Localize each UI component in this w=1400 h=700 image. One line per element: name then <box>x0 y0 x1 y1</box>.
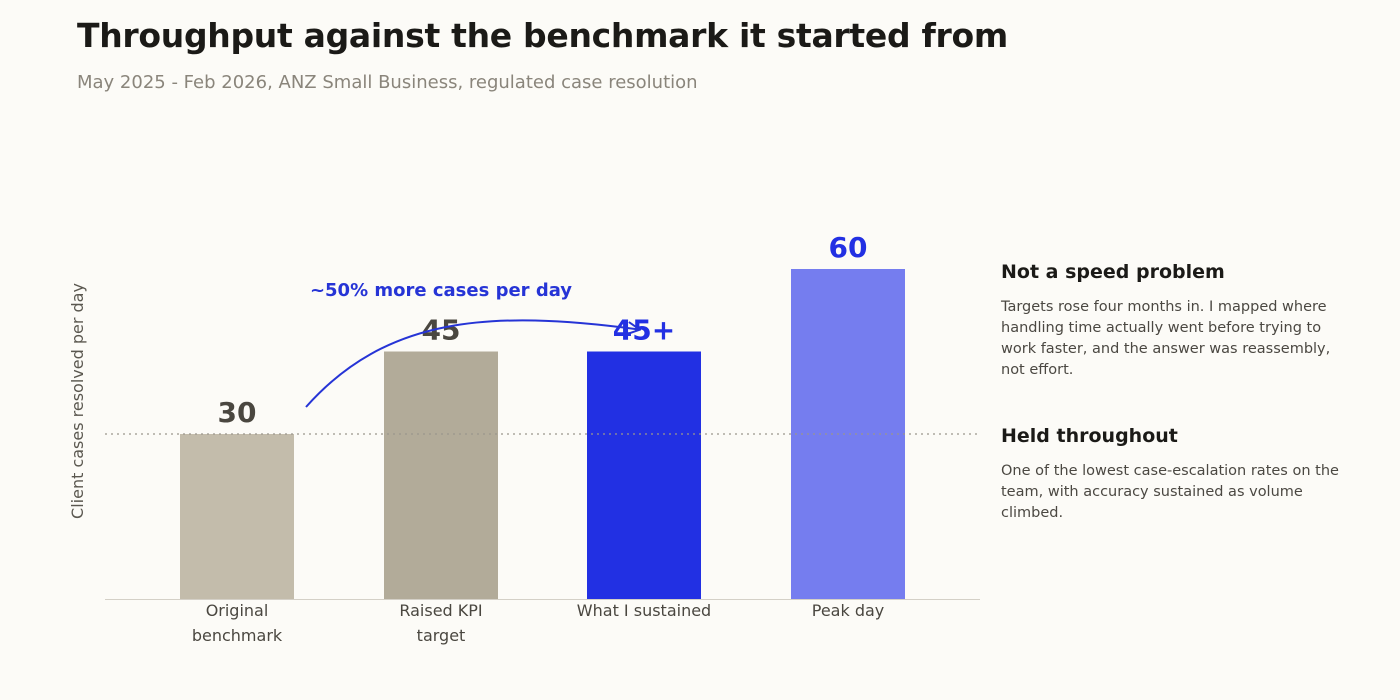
bar-chart: 30 45 45+ 60 Original benchmark Raised KPI tar… <box>68 231 980 645</box>
note-speed-body: Targets rose four months in. I mapped wh… <box>1001 299 1331 378</box>
category-label: Raised KPI target <box>399 601 482 645</box>
category-label: What I sustained <box>577 601 711 620</box>
note-held: Held throughout One of the lowest case-e… <box>1001 425 1346 524</box>
note-speed-heading: Not a speed problem <box>1001 261 1225 283</box>
note-speed: Not a speed problem Targets rose four mo… <box>1001 261 1346 381</box>
chart-subtitle: May 2025 - Feb 2026, ANZ Small Business,… <box>77 72 698 93</box>
bar-value-label: 45+ <box>613 314 675 347</box>
increase-arrow <box>305 319 639 408</box>
category-label: Peak day <box>812 601 885 620</box>
y-axis-label: Client cases resolved per day <box>68 283 87 519</box>
bar-value-label: 45 <box>422 314 461 347</box>
bar-1 <box>384 351 498 599</box>
note-held-body: One of the lowest case-escalation rates … <box>1001 463 1339 521</box>
note-held-heading: Held throughout <box>1001 425 1178 447</box>
bar-value-label: 60 <box>829 231 868 264</box>
increase-annotation: ~50% more cases per day <box>310 280 572 301</box>
bar-2 <box>587 351 701 599</box>
bar-value-label: 30 <box>218 396 257 429</box>
category-label: Original benchmark <box>192 601 283 645</box>
chart-title: Throughput against the benchmark it star… <box>77 16 1008 55</box>
bar-0 <box>180 434 294 599</box>
